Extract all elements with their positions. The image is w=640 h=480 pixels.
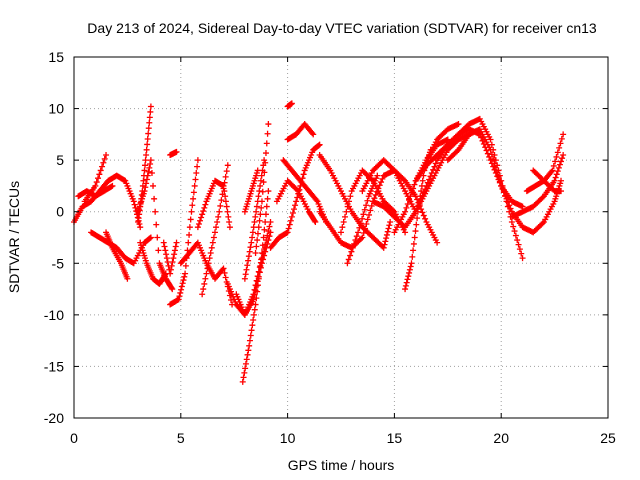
data-points <box>71 100 567 385</box>
x-tick-label: 20 <box>493 430 509 446</box>
series-arc3 <box>81 151 110 205</box>
series-arc10 <box>167 148 180 158</box>
series-arc29 <box>344 172 381 267</box>
series-arc19 <box>241 157 268 282</box>
data-point-markers <box>284 100 295 110</box>
data-point-markers <box>344 172 381 267</box>
series-arc39 <box>523 131 567 195</box>
y-tick-label: 5 <box>56 152 64 168</box>
plot-frame <box>73 56 609 419</box>
data-point-markers <box>252 121 272 256</box>
x-tick-label: 25 <box>600 430 616 446</box>
data-point-markers <box>284 121 317 143</box>
series-arc22 <box>273 177 319 226</box>
data-point-markers <box>137 239 169 287</box>
y-tick-label: -20 <box>44 410 64 426</box>
data-point-markers <box>194 177 233 231</box>
data-point-markers <box>135 103 154 226</box>
x-tick-label: 5 <box>177 430 185 446</box>
series-arc17 <box>239 188 272 385</box>
data-point-markers <box>523 131 567 195</box>
data-point-markers <box>199 162 231 298</box>
data-point-markers <box>423 121 462 164</box>
data-point-markers <box>273 177 319 226</box>
x-tick-label: 10 <box>280 430 296 446</box>
series-arc14 <box>199 162 231 298</box>
data-point-markers <box>239 188 272 385</box>
y-tick-labels: 15 10 5 0 -5 -10 -15 -20 <box>44 49 64 426</box>
data-point-markers <box>103 229 131 282</box>
chart-title: Day 213 of 2024, Sidereal Day-to-day VTE… <box>87 20 597 36</box>
y-tick-label: 15 <box>48 49 64 65</box>
series-arc9 <box>160 239 180 277</box>
series-arc18 <box>241 167 261 215</box>
x-tick-labels: 0 5 10 15 20 25 <box>70 430 616 446</box>
data-point-markers <box>160 239 180 277</box>
series-arc37 <box>508 151 567 220</box>
data-point-markers <box>81 151 110 205</box>
series-arc13 <box>194 177 233 231</box>
y-tick-label: 0 <box>56 204 64 220</box>
x-axis-label: GPS time / hours <box>288 457 395 473</box>
series-arc24 <box>284 100 295 110</box>
axis-ticks <box>73 56 609 419</box>
data-point-markers <box>241 157 268 282</box>
x-tick-label: 15 <box>387 430 403 446</box>
series-arc8 <box>137 239 169 287</box>
x-tick-label: 0 <box>70 430 78 446</box>
data-point-markers <box>508 151 567 220</box>
series-arc23 <box>284 121 317 143</box>
series-arc33 <box>402 146 434 293</box>
y-tick-label: -10 <box>44 307 64 323</box>
y-tick-label: 10 <box>48 101 64 117</box>
series-arc7 <box>135 103 154 226</box>
grid-lines <box>74 57 608 418</box>
data-point-markers <box>241 167 261 215</box>
series-arc35 <box>423 121 462 164</box>
series-arc20 <box>252 121 272 256</box>
y-axis-label: SDTVAR / TECUs <box>6 181 22 293</box>
y-tick-label: -5 <box>52 255 65 271</box>
y-tick-label: -15 <box>44 358 64 374</box>
series-arc5 <box>103 229 131 282</box>
data-point-markers <box>402 146 434 293</box>
data-point-markers <box>167 148 180 158</box>
